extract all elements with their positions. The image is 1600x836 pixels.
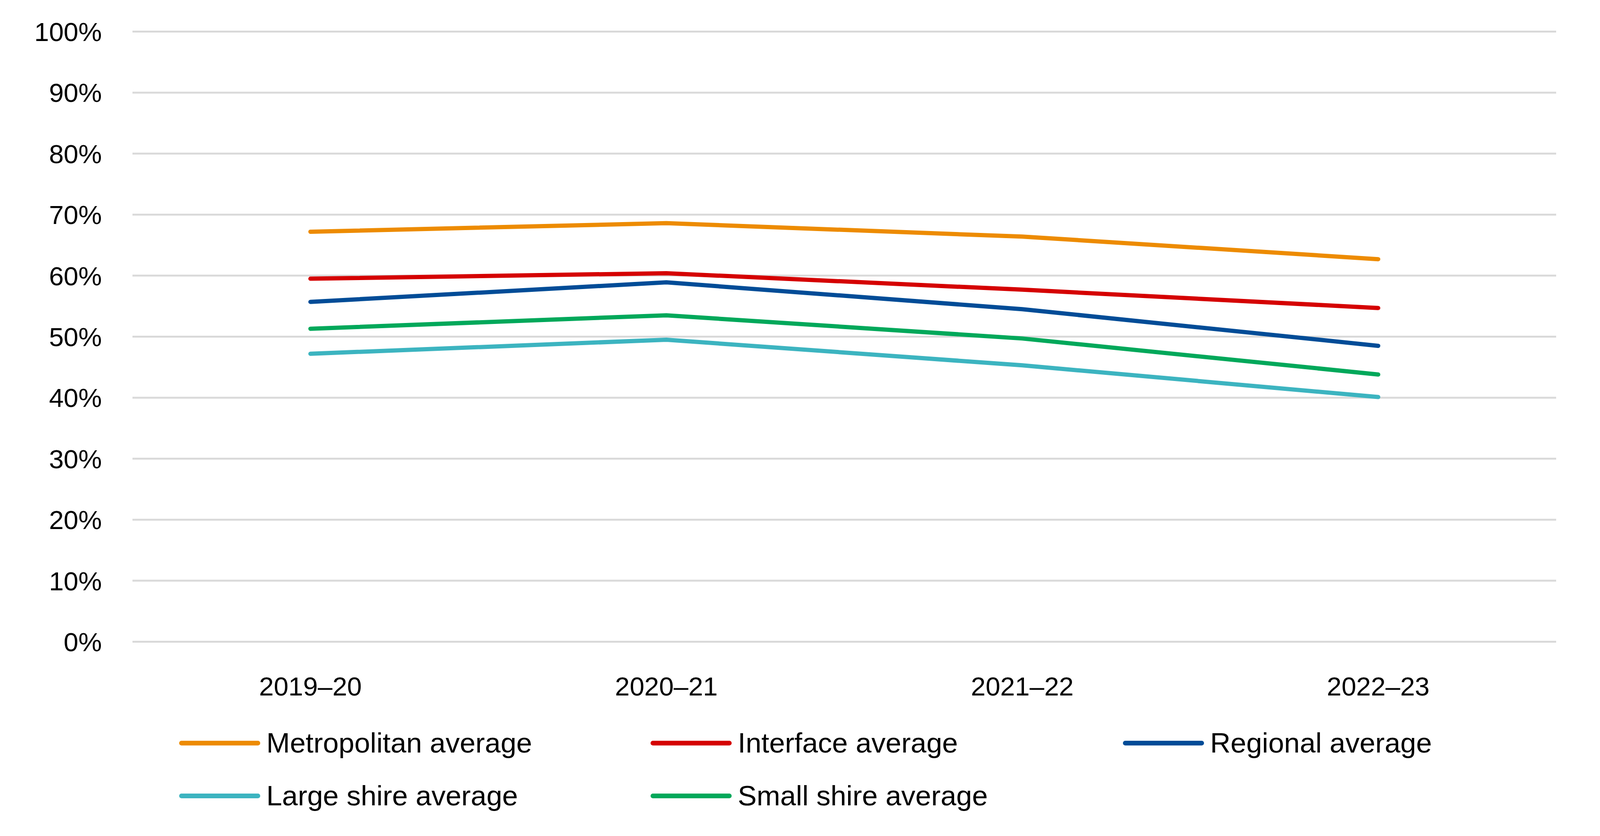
series-line xyxy=(310,315,1379,375)
grid-line xyxy=(132,213,1557,216)
grid-line xyxy=(132,152,1557,155)
y-tick-label: 50% xyxy=(49,321,102,352)
series-line xyxy=(310,339,1379,397)
grid-line xyxy=(132,640,1557,643)
grid-line xyxy=(132,30,1557,33)
grid-line xyxy=(132,518,1557,521)
y-tick-label: 70% xyxy=(49,199,102,230)
legend-swatch xyxy=(652,793,730,799)
legend-swatch xyxy=(1125,740,1202,746)
legend-label: Large shire average xyxy=(266,779,519,812)
legend-swatch xyxy=(652,740,730,746)
y-tick-label: 100% xyxy=(34,16,102,47)
legend-label: Interface average xyxy=(737,726,958,759)
y-tick-label: 60% xyxy=(49,261,102,291)
chart: 0% 10% 20% 30% 40% 50% 60% 70% 80% 90% 100% 2019–20… xyxy=(0,0,1600,836)
y-tick-label: 0% xyxy=(63,626,102,657)
grid-line xyxy=(132,91,1557,94)
series-line xyxy=(310,272,1379,308)
y-tick-label: 40% xyxy=(49,382,102,413)
grid-line xyxy=(132,579,1557,582)
series-group xyxy=(310,222,1379,397)
series-line xyxy=(310,222,1379,259)
legend-label: Small shire average xyxy=(737,779,988,812)
grid-line xyxy=(132,335,1557,338)
y-tick-label: 30% xyxy=(49,444,102,474)
legend-label: Regional average xyxy=(1210,726,1432,759)
x-tick-label: 2020–21 xyxy=(614,671,718,702)
legend-swatch xyxy=(181,740,258,746)
y-tick-label: 90% xyxy=(49,77,102,108)
legend-swatch xyxy=(181,793,258,799)
y-tick-label: 10% xyxy=(49,566,102,596)
grid-line xyxy=(132,396,1557,399)
legend-label: Metropolitan average xyxy=(266,726,533,759)
y-tick-label: 80% xyxy=(49,139,102,169)
x-tick-label: 2022–23 xyxy=(1326,671,1430,702)
x-tick-label: 2021–22 xyxy=(970,671,1074,702)
grid-line xyxy=(132,457,1557,460)
y-tick-label: 20% xyxy=(49,504,102,535)
series-line xyxy=(310,282,1379,347)
x-tick-label: 2019–20 xyxy=(258,671,362,702)
